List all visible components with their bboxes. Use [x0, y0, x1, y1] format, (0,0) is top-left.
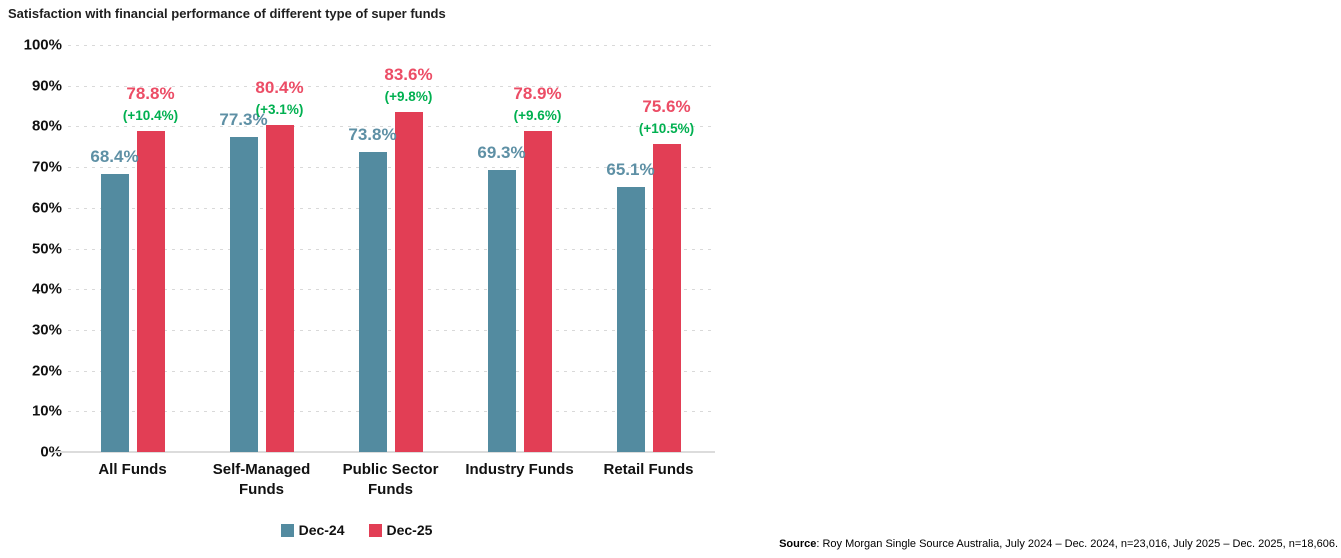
change-label-industry-funds: (+9.6%)	[513, 107, 562, 123]
value-label-dec-25-industry-funds: 78.9%	[513, 83, 562, 103]
bar-group-retail-funds: 65.1% 75.6% (+10.5%)	[584, 45, 713, 452]
x-axis-labels: All Funds Self-Managed Funds Public Sector…	[68, 460, 713, 500]
gridline-50	[68, 248, 713, 250]
y-tick-100: 100%	[23, 36, 62, 54]
gridline-40	[68, 289, 713, 291]
x-label-industry-funds: Industry Funds	[465, 461, 574, 478]
y-tick-10: 10%	[31, 402, 62, 420]
bar-group-industry-funds: 69.3% 78.9% (+9.6%)	[455, 45, 584, 452]
change-label-retail-funds: (+10.5%)	[638, 121, 695, 137]
value-label-dec-25-retail-funds: 75.6%	[642, 97, 691, 117]
gridline-30	[68, 329, 713, 331]
y-axis: 0% 10% 20% 30% 40% 50% 60% 70% 80% 90% 100%	[0, 37, 62, 461]
x-label-retail-funds: Retail Funds	[603, 461, 694, 478]
plot-area: 68.4% 78.8% (+10.4%) 77.3% 80.4% (+3.1%) 73.8%…	[54, 45, 715, 453]
bar-dec-24-industry-funds	[487, 169, 516, 452]
change-label-all-funds: (+10.4%)	[122, 108, 179, 124]
legend-swatch-dec-25	[368, 523, 382, 537]
x-label-all-funds: All Funds	[98, 461, 167, 478]
bar-dec-25-public-sector-funds	[394, 111, 423, 452]
x-axis-line	[54, 451, 715, 453]
legend-label-dec-24: Dec-24	[298, 522, 345, 538]
legend-label-dec-25: Dec-25	[386, 522, 433, 538]
gridline-100	[68, 45, 713, 46]
legend: Dec-24 Dec-25	[0, 522, 713, 538]
gridline-70	[68, 167, 713, 169]
value-label-dec-24-self-managed-funds: 77.3%	[219, 110, 268, 130]
bar-groups: 68.4% 78.8% (+10.4%) 77.3% 80.4% (+3.1%) 73.8%…	[68, 45, 713, 452]
legend-swatch-dec-24	[280, 523, 294, 537]
gridline-80	[68, 126, 713, 128]
y-tick-20: 20%	[31, 362, 62, 380]
y-tick-50: 50%	[31, 240, 62, 257]
bar-dec-24-all-funds	[100, 173, 129, 452]
y-tick-30: 30%	[31, 321, 62, 339]
value-label-dec-25-public-sector-funds: 83.6%	[384, 64, 433, 84]
source-note: Source: Roy Morgan Single Source Austral…	[779, 538, 1338, 550]
bar-dec-25-retail-funds	[652, 144, 681, 452]
source-text: : Roy Morgan Single Source Australia, Ju…	[816, 538, 1338, 550]
bar-dec-25-industry-funds	[523, 130, 552, 452]
y-tick-70: 70%	[31, 158, 62, 176]
legend-item-dec-24: Dec-24	[280, 522, 345, 538]
value-label-dec-24-public-sector-funds: 73.8%	[348, 124, 397, 144]
value-label-dec-24-retail-funds: 65.1%	[606, 160, 655, 180]
y-tick-60: 60%	[31, 199, 62, 217]
bar-dec-24-retail-funds	[616, 187, 645, 452]
bar-group-all-funds: 68.4% 78.8% (+10.4%)	[68, 45, 197, 452]
source-label: Source	[779, 538, 817, 550]
bar-dec-25-self-managed-funds	[265, 124, 294, 452]
bar-dec-25-all-funds	[136, 131, 165, 452]
gridline-10	[68, 411, 713, 413]
gridline-60	[68, 207, 713, 209]
change-label-self-managed-funds: (+3.1%)	[255, 101, 304, 117]
y-tick-90: 90%	[31, 77, 62, 95]
bar-dec-24-public-sector-funds	[358, 151, 387, 452]
y-tick-0: 0%	[40, 443, 62, 461]
x-label-public-sector-funds: Public Sector Funds	[342, 461, 439, 498]
chart-title: Satisfaction with financial performance …	[8, 6, 446, 21]
gridline-20	[68, 370, 713, 372]
legend-item-dec-25: Dec-25	[368, 522, 433, 538]
y-tick-80: 80%	[31, 117, 62, 135]
bar-group-self-managed-funds: 77.3% 80.4% (+3.1%)	[197, 45, 326, 452]
value-label-dec-25-all-funds: 78.8%	[126, 84, 175, 104]
bar-group-public-sector-funds: 73.8% 83.6% (+9.8%)	[326, 45, 455, 452]
y-tick-40: 40%	[31, 280, 62, 298]
value-label-dec-24-all-funds: 68.4%	[90, 146, 139, 166]
value-label-dec-25-self-managed-funds: 80.4%	[255, 77, 304, 97]
x-label-self-managed-funds: Self-Managed Funds	[212, 461, 311, 498]
value-label-dec-24-industry-funds: 69.3%	[477, 142, 526, 162]
bar-dec-24-self-managed-funds	[229, 137, 258, 452]
gridline-90	[68, 85, 713, 87]
change-label-public-sector-funds: (+9.8%)	[384, 88, 433, 104]
